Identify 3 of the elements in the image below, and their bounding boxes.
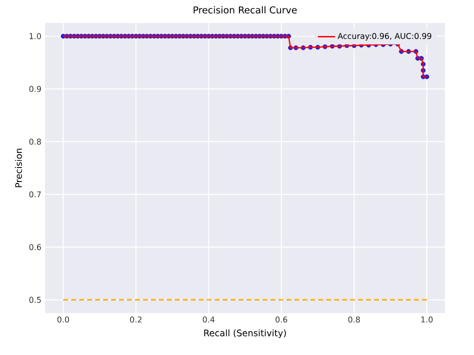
chart-title: Precision Recall Curve	[194, 6, 297, 14]
x-axis-title: Recall (Sensitivity)	[204, 329, 286, 338]
y-axis-title: Precision	[15, 148, 22, 188]
